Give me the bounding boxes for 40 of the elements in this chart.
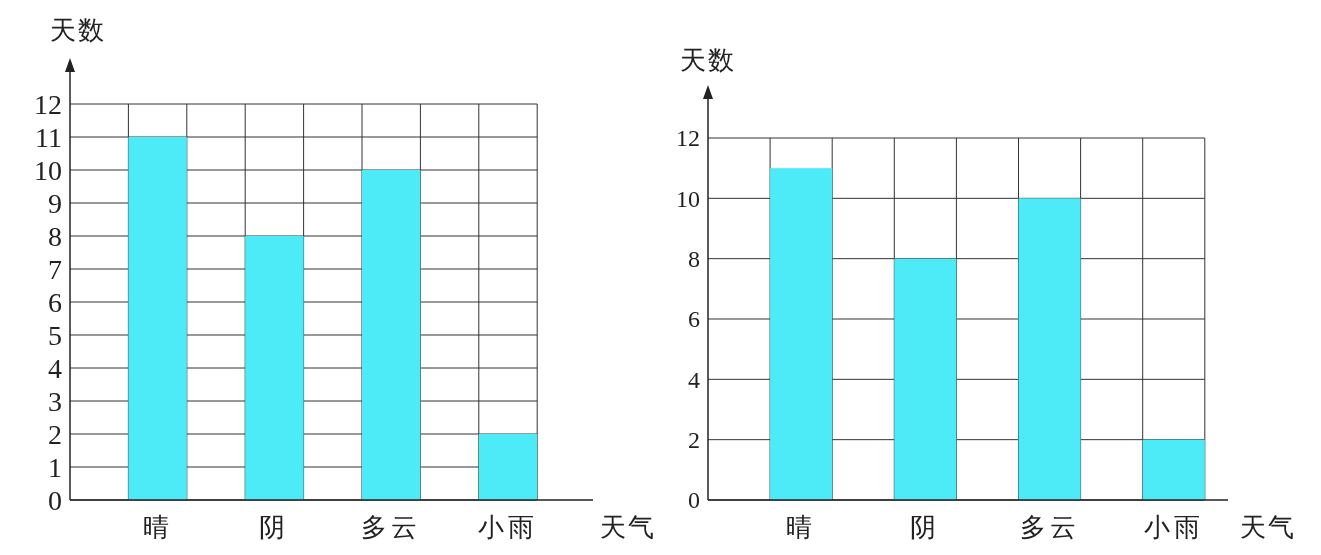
x-tick-label: 晴: [142, 512, 173, 542]
y-tick-label: 6: [48, 286, 62, 318]
y-tick-label: 5: [48, 319, 62, 351]
x-tick-label: 阴: [259, 512, 290, 542]
bar: [478, 434, 538, 500]
bar: [1142, 439, 1205, 500]
y-tick-label: 4: [688, 366, 700, 393]
y-tick-label: 0: [688, 487, 700, 514]
y-tick-label: 3: [48, 385, 62, 417]
y-tick-label: 8: [48, 220, 62, 252]
y-tick-label: 8: [688, 246, 700, 273]
bar: [245, 236, 304, 500]
y-tick-label: 0: [48, 484, 62, 516]
y-tick-label: 4: [48, 352, 62, 384]
x-tick-label: 多云: [1019, 512, 1080, 542]
y-tick-label: 6: [688, 306, 700, 333]
x-tick-label: 阴: [910, 512, 941, 542]
y-tick-label: 1: [48, 451, 62, 483]
x-axis-title: 天气: [600, 512, 656, 542]
bar: [1018, 198, 1081, 500]
x-axis-title: 天气: [1240, 512, 1296, 542]
y-tick-label: 11: [35, 121, 62, 153]
y-tick-label: 12: [34, 88, 62, 120]
bar: [894, 258, 957, 500]
y-axis-title: 天数: [50, 15, 106, 46]
bar: [362, 170, 421, 500]
y-tick-label: 10: [676, 185, 700, 212]
y-axis-title: 天数: [680, 45, 736, 76]
y-tick-label: 2: [688, 427, 700, 454]
x-tick-label: 晴: [786, 512, 817, 542]
bar: [770, 168, 833, 500]
y-tick-label: 9: [48, 187, 62, 219]
bar: [128, 137, 187, 500]
y-tick-label: 12: [676, 125, 700, 152]
y-tick-label: 10: [34, 154, 62, 186]
x-tick-label: 小雨: [478, 512, 538, 542]
y-tick-label: 7: [48, 253, 62, 285]
y-tick-label: 2: [48, 418, 62, 450]
x-tick-label: 多云: [361, 512, 422, 542]
x-tick-label: 小雨: [1143, 512, 1204, 542]
